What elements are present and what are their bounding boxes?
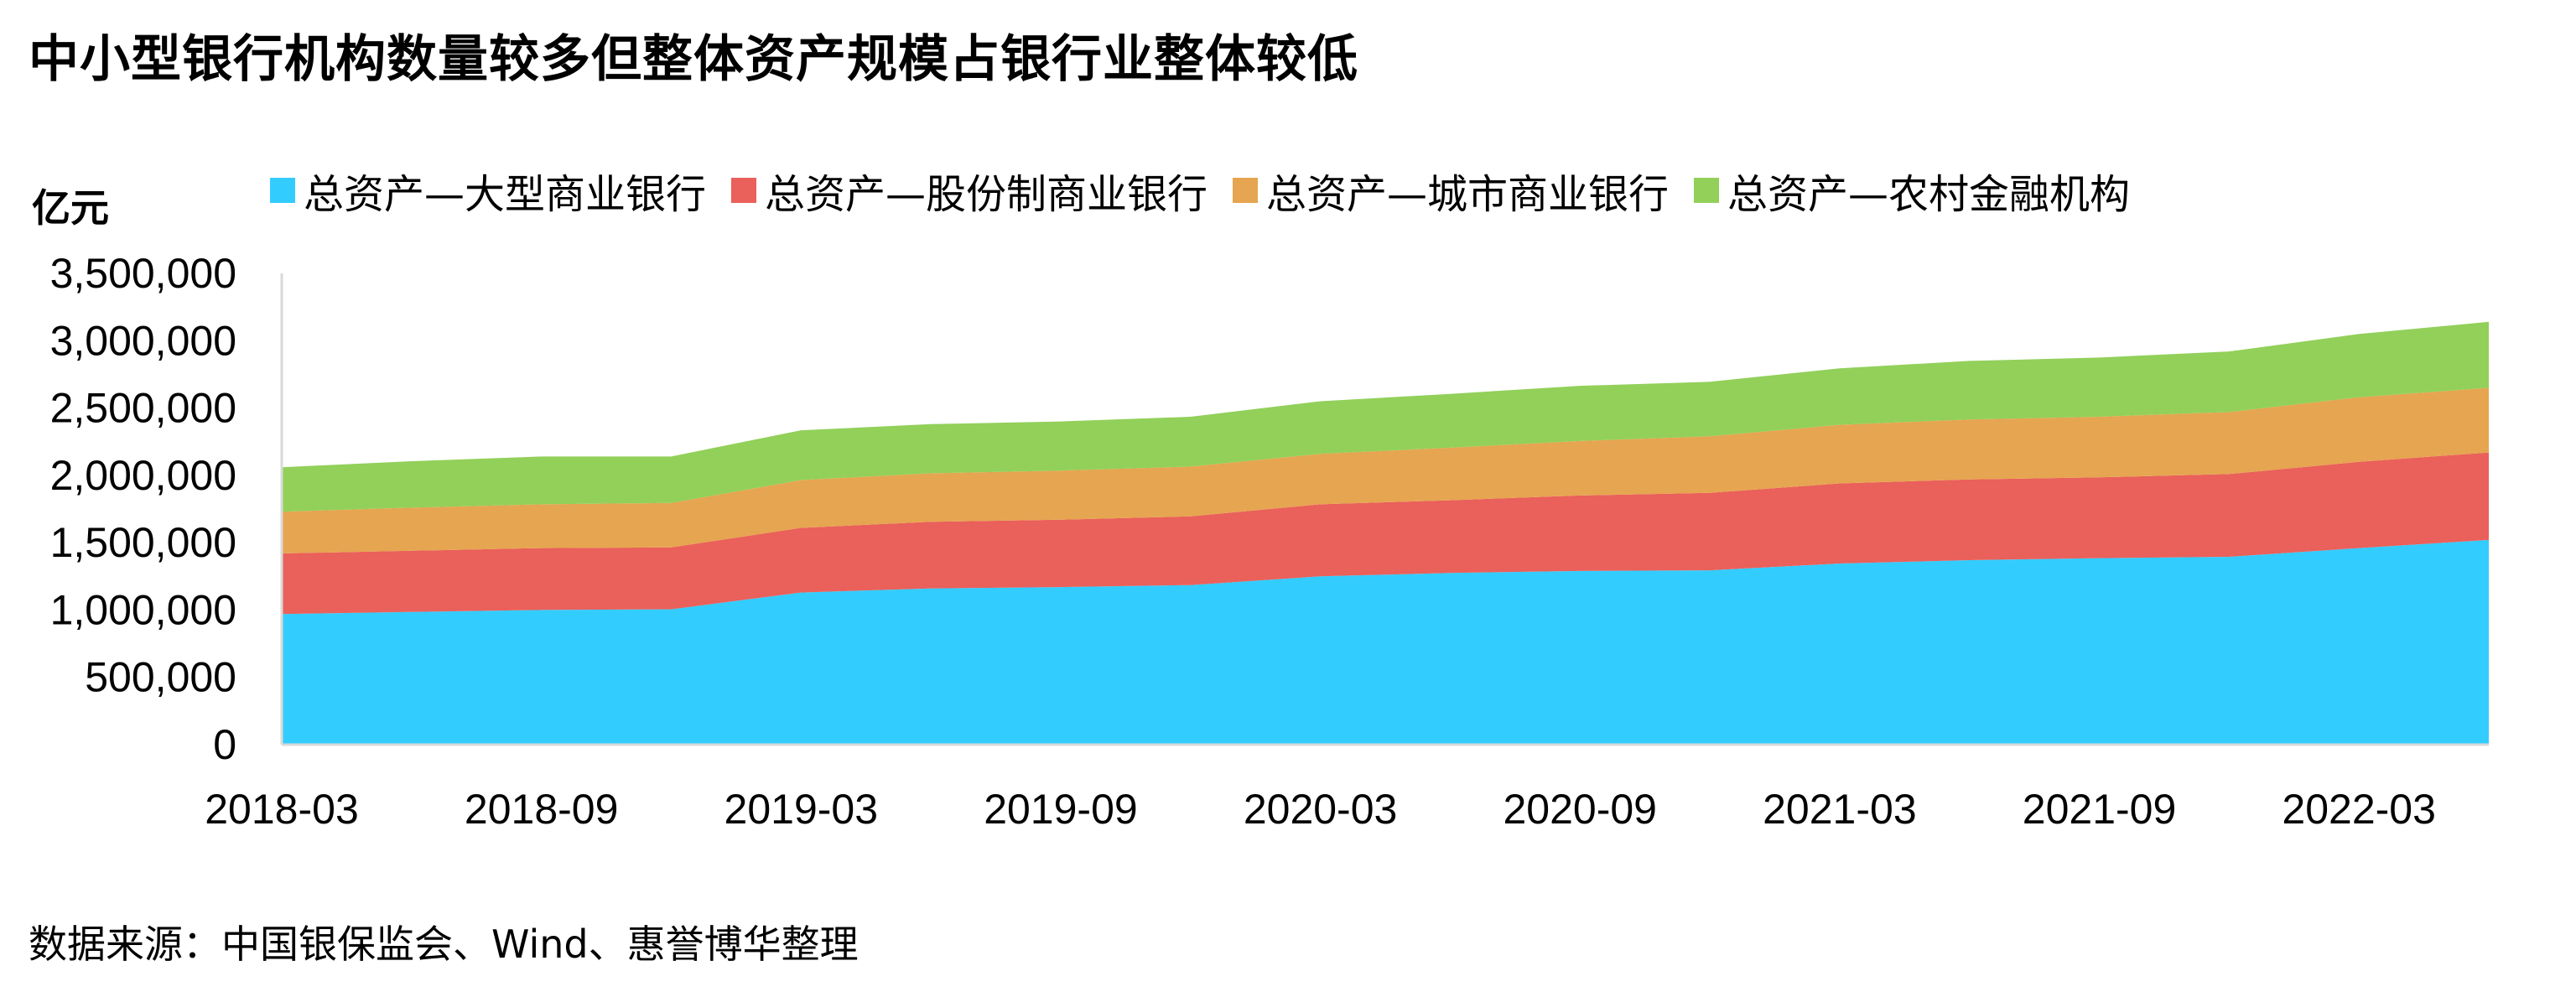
legend-label: 总资产—大型商业银行 — [304, 171, 707, 218]
legend-label: 总资产—农村金融机构 — [1727, 171, 2131, 218]
x-tick-label: 2021-03 — [1763, 786, 1917, 833]
legend-label: 总资产—城市商业银行 — [1266, 171, 1670, 218]
chart-legend: 总资产—大型商业银行 总资产—股份制商业银行 总资产—城市商业银行 总资产—农村… — [270, 161, 2155, 220]
area-series-3 — [282, 321, 2489, 512]
legend-label: 总资产—股份制商业银行 — [765, 171, 1208, 218]
y-tick-label: 0 — [213, 721, 236, 768]
legend-swatch — [1233, 178, 1259, 203]
y-tick-label: 3,500,000 — [50, 250, 236, 297]
legend-item-large-banks: 总资产—大型商业银行 — [270, 161, 706, 220]
x-tick-label: 2020-09 — [1503, 786, 1657, 833]
x-tick-label: 2020-03 — [1244, 786, 1398, 833]
x-tick-label: 2019-03 — [724, 786, 879, 833]
area-series-2 — [282, 387, 2489, 553]
legend-item-joint-stock-banks: 总资产—股份制商业银行 — [731, 161, 1208, 220]
x-tick-label: 2019-09 — [984, 786, 1138, 833]
chart-title: 中小型银行机构数量较多但整体资产规模占银行业整体较低 — [29, 30, 1358, 89]
y-tick-label: 1,000,000 — [50, 586, 236, 633]
legend-item-rural-institutions: 总资产—农村金融机构 — [1694, 161, 2130, 220]
legend-item-city-banks: 总资产—城市商业银行 — [1233, 161, 1669, 220]
x-tick-label: 2018-09 — [465, 786, 619, 833]
y-tick-label: 2,500,000 — [50, 385, 236, 432]
x-tick-label: 2021-09 — [2023, 786, 2177, 833]
legend-swatch — [270, 178, 295, 203]
y-tick-label: 1,500,000 — [50, 519, 236, 566]
y-tick-label: 3,000,000 — [50, 317, 236, 364]
data-source-note: 数据来源：中国银保监会、Wind、惠誉博华整理 — [29, 922, 859, 967]
area-series-0 — [282, 539, 2489, 745]
y-tick-label: 500,000 — [85, 654, 236, 701]
y-axis-unit-label: 亿元 — [32, 185, 109, 231]
y-tick-label: 2,000,000 — [50, 452, 236, 499]
area-series-1 — [282, 452, 2489, 615]
x-tick-label: 2018-03 — [205, 786, 359, 833]
x-tick-label: 2022-03 — [2282, 786, 2436, 833]
legend-swatch — [1694, 178, 1720, 203]
legend-swatch — [731, 178, 757, 203]
